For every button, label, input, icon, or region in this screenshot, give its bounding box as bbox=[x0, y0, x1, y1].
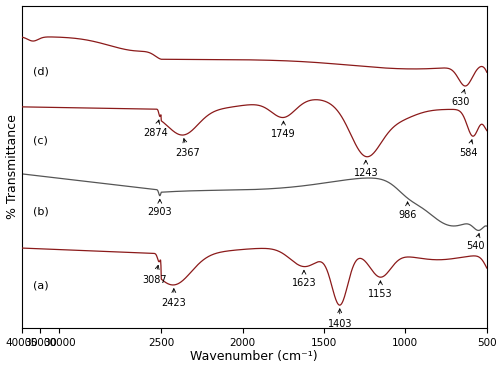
Y-axis label: % Transmittance: % Transmittance bbox=[6, 114, 19, 219]
X-axis label: Wavenumber (cm⁻¹): Wavenumber (cm⁻¹) bbox=[190, 351, 318, 363]
Text: 540: 540 bbox=[465, 234, 484, 251]
Text: 1153: 1153 bbox=[367, 281, 392, 299]
Text: (d): (d) bbox=[34, 67, 49, 77]
Text: 2903: 2903 bbox=[147, 199, 172, 217]
Text: 986: 986 bbox=[398, 202, 416, 220]
Text: 458: 458 bbox=[0, 368, 1, 369]
Text: 2367: 2367 bbox=[175, 139, 199, 158]
Text: 1749: 1749 bbox=[271, 121, 295, 139]
Text: 462: 462 bbox=[0, 368, 1, 369]
Text: 1243: 1243 bbox=[353, 160, 377, 178]
Text: 1403: 1403 bbox=[327, 309, 351, 330]
Text: 584: 584 bbox=[458, 140, 476, 158]
Text: (b): (b) bbox=[34, 207, 49, 217]
Text: 2423: 2423 bbox=[161, 289, 186, 308]
Text: (a): (a) bbox=[34, 281, 49, 291]
Text: 630: 630 bbox=[451, 90, 469, 107]
Text: 486: 486 bbox=[0, 368, 1, 369]
Text: (c): (c) bbox=[34, 135, 48, 145]
Text: 1623: 1623 bbox=[291, 270, 316, 288]
Text: 3087: 3087 bbox=[142, 265, 166, 284]
Text: 452: 452 bbox=[0, 368, 1, 369]
Text: 2874: 2874 bbox=[143, 120, 167, 138]
